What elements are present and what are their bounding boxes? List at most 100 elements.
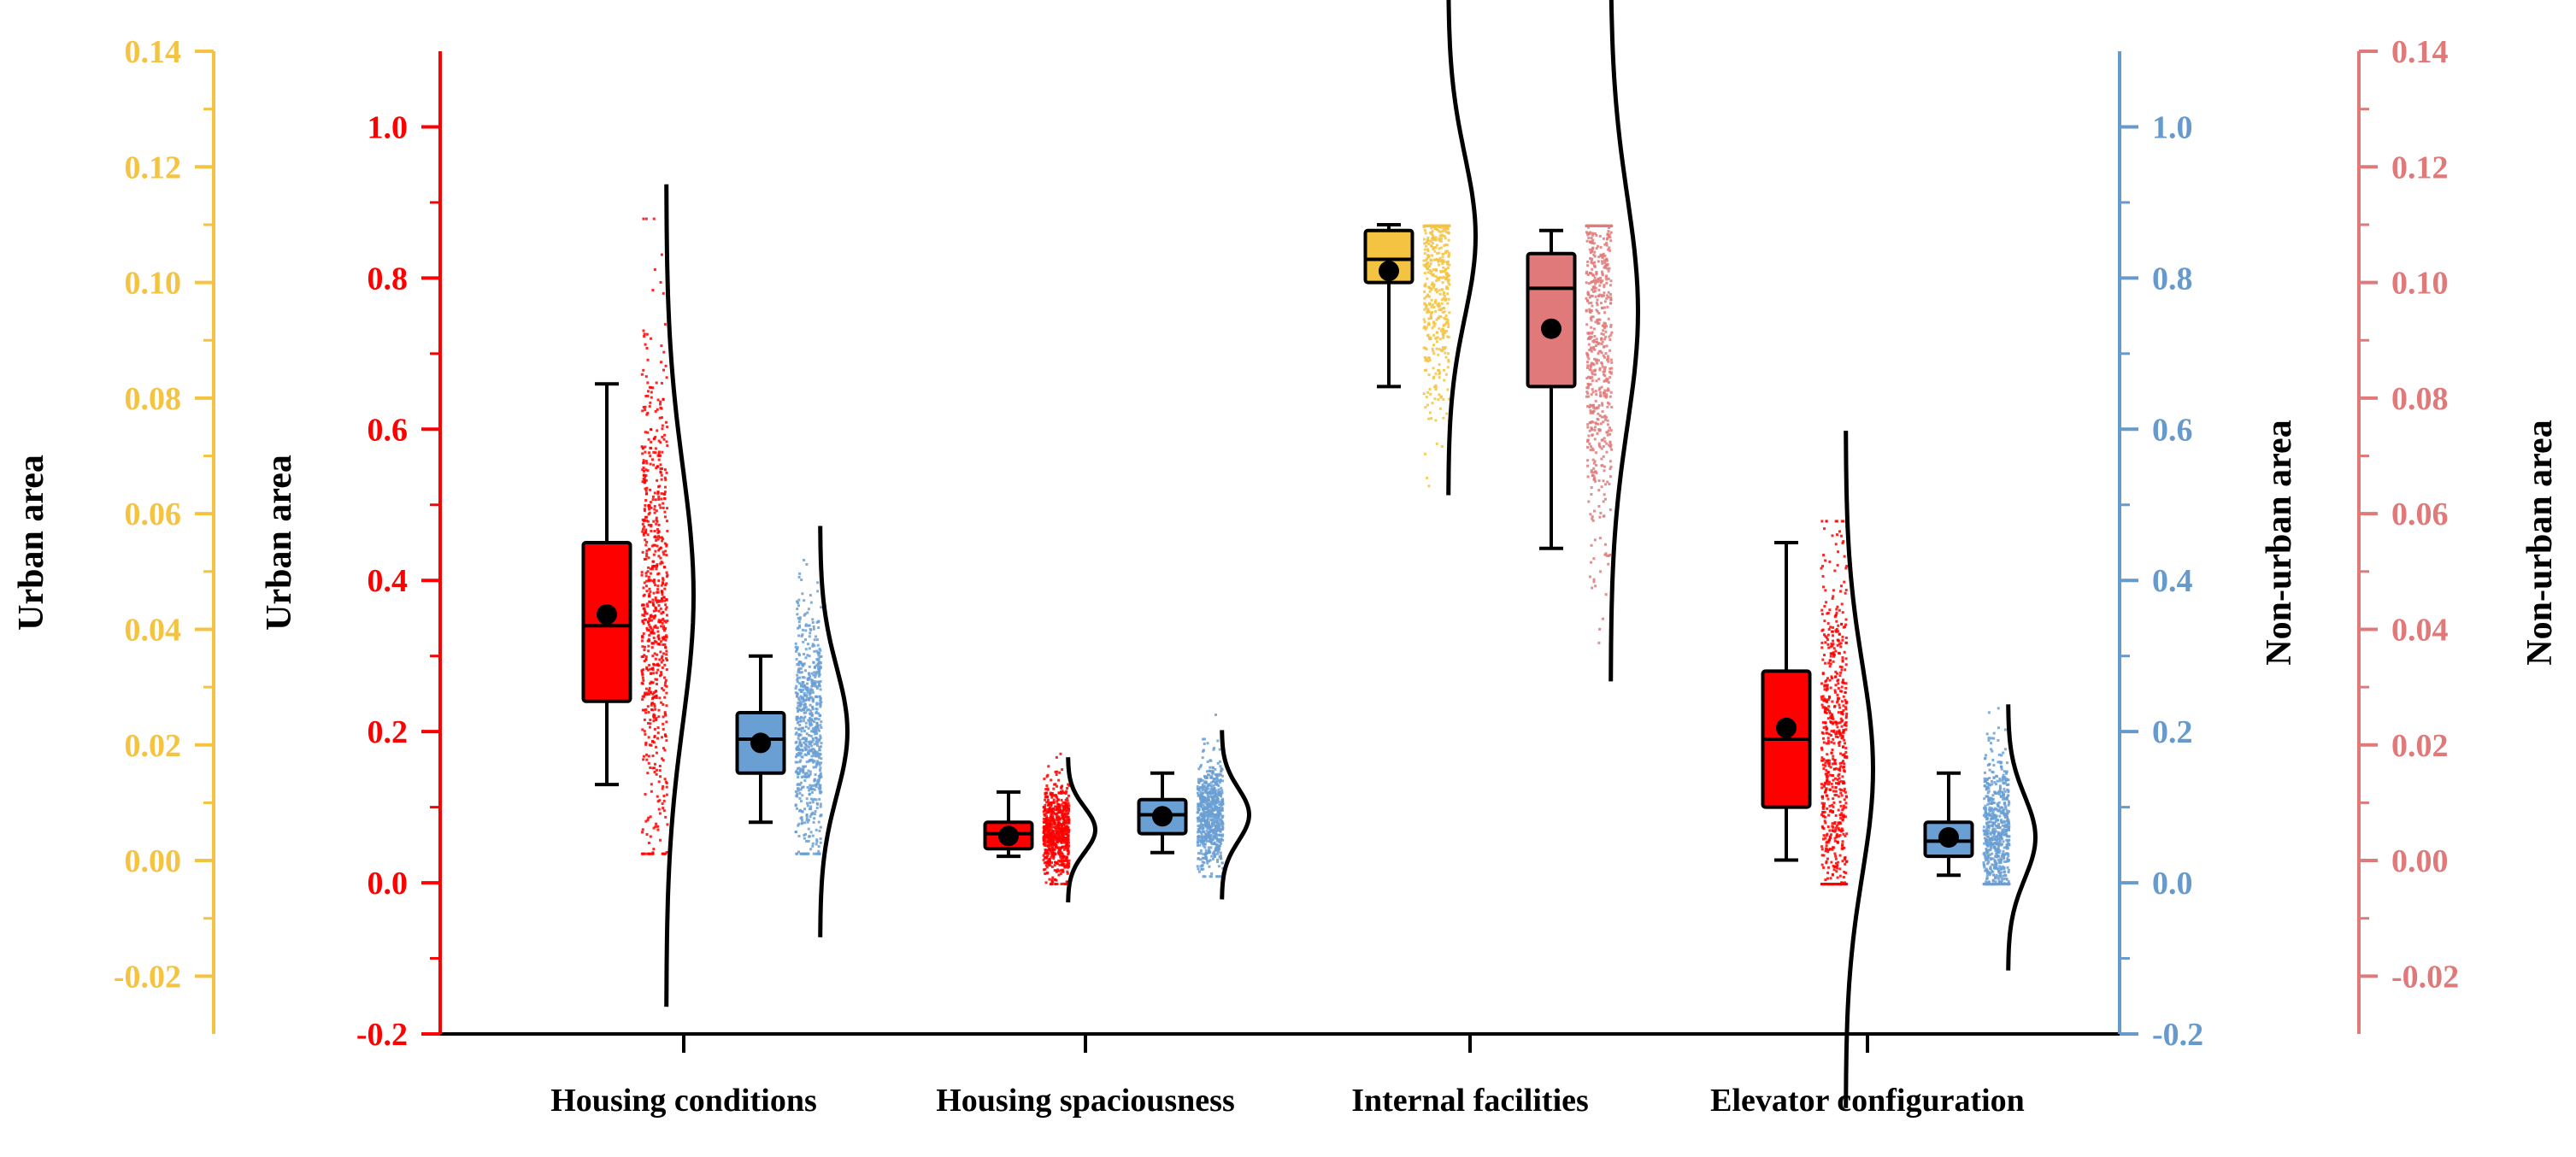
data-point <box>1207 799 1210 802</box>
data-point <box>1592 578 1596 581</box>
data-point <box>659 470 662 473</box>
data-point <box>660 344 663 348</box>
data-point <box>1053 849 1056 852</box>
data-point <box>645 832 649 836</box>
data-point <box>1441 346 1444 349</box>
data-point <box>795 740 798 743</box>
data-point <box>1599 276 1603 279</box>
data-point <box>797 702 800 705</box>
data-point <box>808 655 811 658</box>
data-point <box>1824 837 1827 840</box>
data-point <box>651 598 655 602</box>
data-point <box>1591 288 1594 291</box>
urban-inner-tick-label: 0.8 <box>368 261 409 297</box>
data-point <box>1591 586 1594 590</box>
urban-outer-tick-label: 0.04 <box>125 612 182 648</box>
data-point <box>808 698 811 702</box>
data-point <box>663 711 667 714</box>
data-point <box>644 519 648 522</box>
data-point <box>809 721 813 725</box>
data-point <box>1430 288 1433 291</box>
data-point <box>1821 658 1825 661</box>
data-point <box>1065 815 1068 819</box>
data-point <box>666 620 669 623</box>
data-point <box>1439 315 1443 319</box>
data-point <box>647 710 650 714</box>
data-point <box>1586 459 1590 462</box>
data-point <box>1218 790 1221 794</box>
data-point <box>652 520 656 523</box>
data-point <box>644 528 648 532</box>
data-point <box>1203 857 1206 860</box>
data-point <box>1591 410 1595 414</box>
data-point <box>809 802 812 805</box>
data-point <box>646 394 650 397</box>
data-point <box>1842 540 1845 543</box>
data-point <box>1591 267 1594 271</box>
data-point <box>1219 833 1222 837</box>
data-point <box>1826 638 1830 642</box>
data-point <box>1442 261 1445 264</box>
data-point <box>805 761 809 764</box>
data-point <box>664 603 668 607</box>
urban-inner-tick-label: 0.4 <box>368 563 409 599</box>
data-point <box>1212 828 1215 831</box>
data-point <box>1435 279 1438 282</box>
data-point <box>794 642 797 645</box>
data-point <box>1067 838 1070 842</box>
data-point <box>1215 794 1219 797</box>
data-point <box>797 663 801 667</box>
data-point <box>644 618 648 621</box>
data-point <box>1220 789 1224 792</box>
data-point <box>798 708 802 712</box>
data-point <box>1048 821 1051 825</box>
data-point <box>1585 231 1588 234</box>
data-point <box>1196 811 1199 814</box>
data-point <box>1591 458 1595 461</box>
data-point <box>1590 361 1593 365</box>
data-point <box>1205 770 1209 773</box>
data-point <box>1050 854 1054 857</box>
data-point <box>817 849 820 853</box>
data-point <box>1823 684 1826 687</box>
data-point <box>641 698 644 702</box>
data-point <box>815 664 818 667</box>
data-point <box>1840 883 1844 886</box>
data-point <box>810 749 814 752</box>
data-point <box>1845 755 1849 758</box>
data-point <box>1197 767 1201 771</box>
data-point <box>1044 788 1048 791</box>
data-point <box>820 720 823 724</box>
data-point <box>817 755 820 758</box>
data-point <box>1445 285 1449 289</box>
data-point <box>656 563 659 567</box>
data-point <box>662 659 665 662</box>
data-point <box>815 710 818 714</box>
data-point <box>1588 376 1591 379</box>
data-point <box>809 740 812 743</box>
data-point <box>658 658 662 661</box>
data-point <box>665 598 668 602</box>
data-point <box>1836 563 1839 567</box>
data-point <box>802 684 805 687</box>
data-point <box>653 511 656 514</box>
data-point <box>1215 796 1219 799</box>
data-point <box>1838 854 1842 857</box>
data-point <box>1843 650 1846 654</box>
data-point <box>662 350 666 354</box>
data-point <box>653 437 656 440</box>
data-point <box>1825 860 1828 863</box>
data-point <box>1826 708 1830 712</box>
data-point <box>1424 406 1427 409</box>
data-point <box>650 790 653 793</box>
data-point <box>1202 853 1205 856</box>
data-point <box>656 828 660 831</box>
data-point <box>1442 224 1445 227</box>
data-point <box>1600 415 1603 419</box>
data-point <box>656 588 660 591</box>
data-point <box>1047 857 1050 860</box>
data-point <box>650 396 653 399</box>
data-point <box>1832 625 1835 629</box>
data-point <box>1834 782 1838 785</box>
data-point <box>651 289 655 292</box>
